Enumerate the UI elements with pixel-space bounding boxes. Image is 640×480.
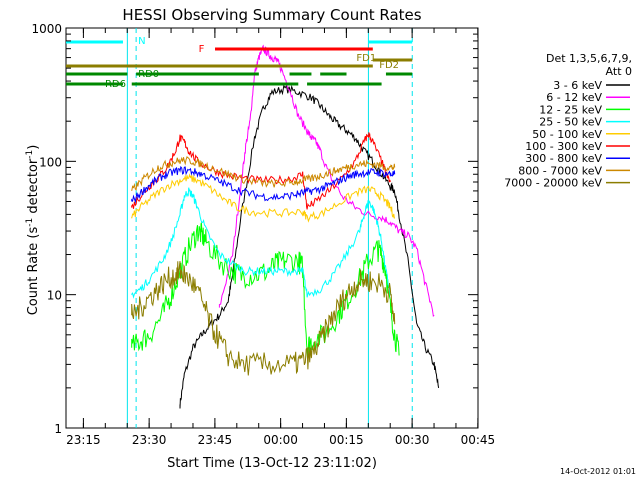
series-line-1 xyxy=(218,44,435,317)
flag-label-RD6: RD6 xyxy=(105,79,126,90)
legend-label-1: 6 - 12 keV xyxy=(546,91,602,104)
series-line-6 xyxy=(131,165,396,204)
x-axis: 23:15 23:30 23:45 00:00 00:15 00:30 00:45 xyxy=(66,28,495,447)
y-tick-label-0: 1 xyxy=(54,422,62,436)
series-line-0 xyxy=(179,84,440,409)
flag-label-FD1: FD1 xyxy=(356,53,376,64)
legend-label-8: 7000 - 20000 keV xyxy=(504,177,602,190)
y-tick-label-2: 100 xyxy=(39,155,62,169)
x-tick-label-3: 00:00 xyxy=(263,433,298,447)
flag-label-F: F xyxy=(199,44,205,55)
y-tick-label-3: 1000 xyxy=(31,22,62,36)
x-tick-label-0: 23:15 xyxy=(66,433,101,447)
x-tick-label-1: 23:30 xyxy=(132,433,167,447)
x-tick-label-2: 23:45 xyxy=(198,433,233,447)
y-axis: 1 10 100 1000 xyxy=(31,22,478,436)
legend-header-line1: Det 1,3,5,6,7,9, xyxy=(546,52,632,65)
flag-label-RD0: RD0 xyxy=(138,69,159,80)
series-line-7 xyxy=(131,156,396,191)
legend-header-line2: Att 0 xyxy=(606,65,632,78)
series-line-3 xyxy=(131,187,391,299)
legend-label-0: 3 - 6 keV xyxy=(553,79,602,92)
series-line-5 xyxy=(131,132,391,210)
flag-label-FD2: FD2 xyxy=(379,60,399,71)
footer-timestamp: 14-Oct-2012 01:01 xyxy=(560,467,636,476)
series-line-2 xyxy=(131,222,400,359)
x-tick-label-4: 00:15 xyxy=(329,433,364,447)
y-tick-label-1: 10 xyxy=(47,289,62,303)
x-tick-label-6: 00:45 xyxy=(461,433,496,447)
plot-frame xyxy=(65,27,479,429)
legend-label-5: 100 - 300 keV xyxy=(525,140,602,153)
y-axis-label: Count Rate (s-1 detector-1) xyxy=(25,145,41,316)
chart-title: HESSI Observing Summary Count Rates xyxy=(122,6,421,24)
x-tick-label-5: 00:30 xyxy=(395,433,430,447)
x-axis-label: Start Time (13-Oct-12 23:11:02) xyxy=(167,456,377,471)
legend-label-6: 300 - 800 keV xyxy=(525,152,602,165)
series-line-8 xyxy=(131,261,396,376)
flag-label-N: N xyxy=(138,36,145,47)
legend-label-2: 12 - 25 keV xyxy=(539,103,602,116)
legend-label-4: 50 - 100 keV xyxy=(532,128,602,141)
legend-label-3: 25 - 50 keV xyxy=(539,116,602,129)
legend-label-7: 800 - 7000 keV xyxy=(518,164,602,177)
series-line-4 xyxy=(131,173,396,223)
